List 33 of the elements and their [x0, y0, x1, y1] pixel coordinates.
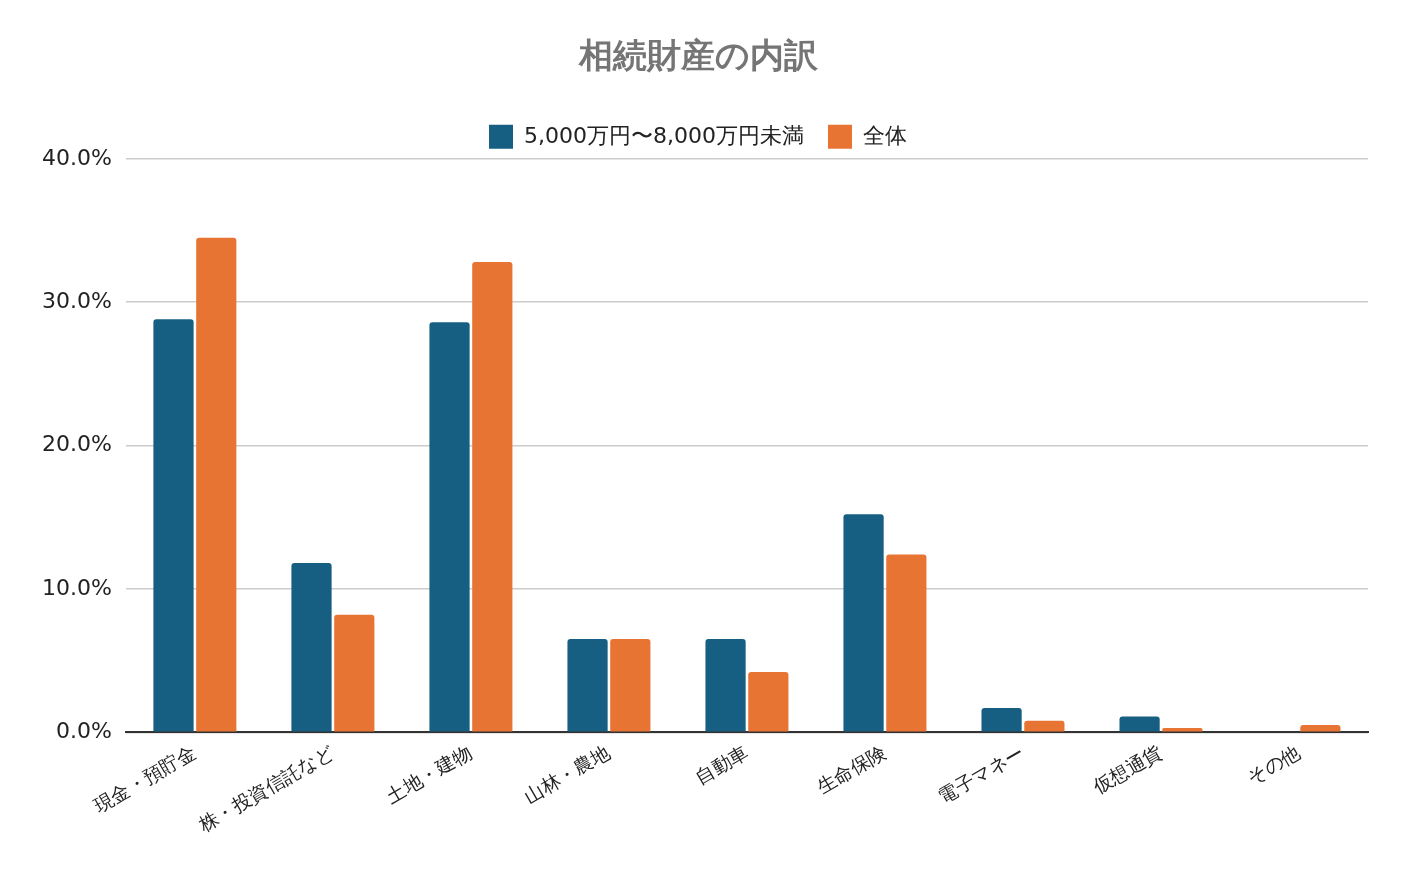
bar: [196, 237, 237, 732]
bar: [153, 319, 194, 732]
legend-label: 5,000万円〜8,000万円未満: [524, 122, 804, 148]
x-tick-label: 現金・預貯金: [89, 740, 200, 817]
x-tick-label: 土地・建物: [382, 740, 476, 808]
bar: [567, 639, 608, 732]
y-tick-label: 0.0%: [55, 717, 112, 743]
bar: [1162, 727, 1203, 732]
y-tick-label: 40.0%: [42, 144, 112, 170]
bar: [1024, 720, 1065, 732]
bar: [472, 262, 513, 732]
y-tick-label: 10.0%: [42, 574, 112, 600]
y-tick-label: 30.0%: [42, 287, 112, 313]
x-tick-label: 電子マネー: [934, 740, 1028, 808]
bar: [1300, 725, 1341, 732]
x-tick-label: 仮想通貨: [1087, 740, 1166, 799]
bar: [886, 554, 927, 732]
bar: [748, 672, 789, 732]
bar: [1119, 716, 1160, 732]
x-tick-label: 山林・農地: [520, 740, 614, 808]
bar: [334, 614, 375, 732]
bar: [981, 707, 1022, 732]
x-tick-label: その他: [1243, 740, 1304, 789]
bar: [429, 322, 470, 732]
x-tick-label: 生命保険: [812, 740, 890, 798]
chart-title: 相続財産の内訳: [577, 35, 819, 76]
x-tick-label: 自動車: [691, 740, 752, 789]
legend-label: 全体: [862, 122, 907, 148]
bar: [291, 563, 332, 732]
bar: [705, 639, 746, 732]
bar: [610, 639, 651, 732]
bar: [843, 514, 884, 732]
y-tick-label: 20.0%: [42, 431, 112, 457]
